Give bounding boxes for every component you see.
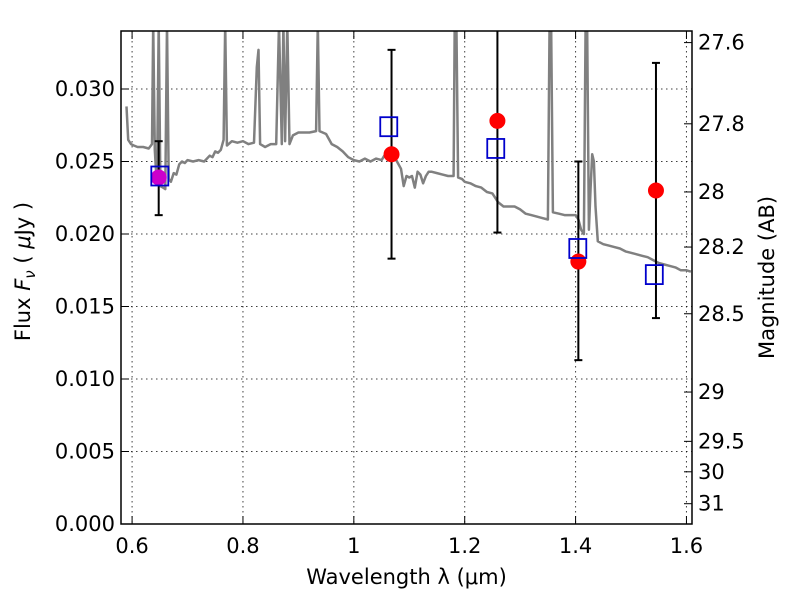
x-tick-label: 1.4 [559, 534, 592, 558]
spectrum-line [125, 31, 692, 273]
observed-point [489, 112, 506, 129]
y-tick-label: 0.005 [55, 440, 115, 464]
model-point [379, 116, 399, 138]
y-tick-label: 0.025 [55, 150, 115, 174]
axis-ticks: 0.6 0.8 1 1.2 1.4 1.6 0.000 0.005 0.010 0.015 0.02… [55, 31, 745, 558]
axis-labels: Wavelength λ (μm) Flux Fν ( μJy ) Magnit… [11, 196, 779, 589]
grid [121, 31, 692, 525]
x-tick-label: 0.8 [226, 534, 259, 558]
x-tick-label: 1 [347, 534, 360, 558]
y-axis-label: Flux Fν ( μJy ) [11, 202, 39, 341]
observed-point [383, 146, 400, 163]
y2-tick-label: 29.5 [698, 429, 745, 453]
observed-point [150, 169, 167, 186]
y2-tick-label: 31 [698, 492, 725, 516]
y2-tick-label: 29 [698, 380, 725, 404]
x-tick-label: 0.6 [115, 534, 148, 558]
observed-points [150, 112, 664, 270]
y-tick-label: 0.020 [55, 222, 115, 246]
x-tick-label: 1.2 [448, 534, 481, 558]
model-point [150, 165, 170, 187]
model-point [644, 264, 664, 286]
y2-tick-label: 27.6 [698, 31, 745, 55]
y2-tick-label: 28.5 [698, 302, 745, 326]
spectrum-series [125, 31, 692, 273]
y-tick-label: 0.010 [55, 367, 115, 391]
y-tick-label: 0.000 [55, 512, 115, 536]
observed-point [570, 253, 587, 270]
model-point [568, 238, 588, 259]
plot-frame [120, 30, 693, 525]
y2-axis-label: Magnitude (AB) [755, 196, 779, 359]
y2-tick-label: 27.8 [698, 112, 745, 136]
x-axis-label: Wavelength λ (μm) [306, 565, 507, 589]
y-tick-label: 0.030 [55, 77, 115, 101]
y2-tick-label: 28.2 [698, 235, 745, 259]
model-point [486, 138, 506, 159]
y2-tick-label: 30 [698, 460, 725, 484]
model-points [150, 116, 664, 286]
y-tick-label: 0.015 [55, 295, 115, 319]
y2-tick-label: 28 [698, 180, 725, 204]
observed-point [647, 182, 664, 199]
x-tick-label: 1.6 [670, 534, 703, 558]
